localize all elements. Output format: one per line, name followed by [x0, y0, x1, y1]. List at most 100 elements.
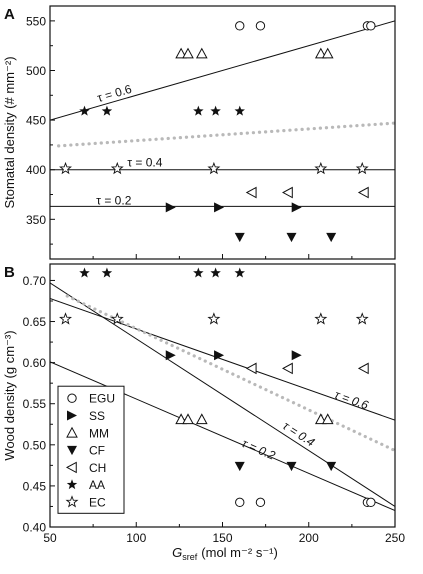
marker-ch [281, 362, 293, 375]
marker-cf [326, 232, 337, 243]
average-trend-line [57, 121, 395, 148]
legend: EGU SS MM CF CH AA EC [57, 385, 125, 514]
marker-ec [207, 161, 221, 175]
marker-ec [59, 312, 72, 325]
marker-ch [357, 186, 369, 199]
legend-marker-aa [66, 479, 78, 490]
marker-ss [291, 202, 302, 213]
marker-ec [59, 161, 72, 175]
y-tick-label: 400 [26, 163, 46, 177]
y-tick-label: 450 [26, 114, 46, 128]
marker-egu [366, 497, 376, 508]
legend-label-egu: EGU [89, 392, 115, 406]
marker-mm [175, 47, 187, 59]
y-axis-label: Stomatal density (# mm⁻²) [2, 56, 17, 208]
marker-aa [79, 267, 90, 278]
x-tick-label: 150 [212, 531, 232, 545]
marker-mm [182, 47, 194, 59]
legend-box [57, 385, 125, 514]
panel-letter: B [4, 264, 15, 281]
marker-ch [281, 186, 293, 199]
legend-marker-egu [67, 393, 77, 403]
marker-ec [314, 312, 328, 325]
marker-aa [234, 267, 245, 278]
y-tick-label: 0.50 [23, 438, 47, 452]
marker-mm [195, 413, 208, 425]
x-tick-label: 50 [43, 531, 57, 545]
marker-cf [234, 232, 245, 243]
legend-marker-cf [67, 445, 77, 456]
panel-letter: A [4, 6, 15, 23]
marker-mm [195, 47, 208, 59]
marker-ss [214, 202, 225, 213]
x-axis-label-symbol: G [172, 545, 182, 560]
fit-line-label: τ = 0.2 [240, 436, 278, 463]
marker-ss [165, 350, 176, 361]
marker-aa [101, 105, 113, 116]
plot-frame [49, 5, 396, 260]
fit-line-label: τ = 0.6 [333, 388, 371, 413]
x-axis-label-subscript: sref [182, 552, 198, 562]
marker-ec [355, 312, 369, 325]
legend-marker-mm [66, 426, 78, 438]
marker-cf [286, 232, 297, 243]
y-tick-label: 550 [26, 14, 46, 28]
marker-cf [326, 461, 337, 472]
legend-label-cf: CF [89, 444, 105, 458]
marker-aa [193, 267, 204, 278]
marker-aa [101, 267, 113, 278]
marker-mm [314, 413, 327, 425]
y-tick-label: 500 [26, 64, 46, 78]
marker-egu [255, 21, 266, 31]
marker-ss [291, 350, 302, 361]
quantile-fit-line [50, 20, 395, 121]
marker-egu [255, 497, 266, 508]
marker-aa [193, 105, 204, 116]
quantile-fit-line [50, 298, 395, 421]
fit-line-label: τ = 0.4 [127, 156, 162, 170]
marker-ec [355, 161, 369, 175]
y-tick-label: 0.40 [23, 521, 47, 535]
legend-label-ch: CH [89, 461, 106, 475]
marker-ch [245, 362, 257, 375]
x-axis-label-unit: (mol m⁻² s⁻¹) [201, 545, 278, 560]
x-tick-label: 200 [299, 531, 319, 545]
marker-aa [210, 267, 221, 278]
marker-ec [110, 161, 124, 175]
legend-marker-ch [65, 461, 77, 474]
marker-ec [110, 312, 124, 325]
marker-mm [321, 413, 334, 425]
marker-aa [210, 105, 221, 116]
marker-ss [165, 202, 176, 213]
legend-label-mm: MM [89, 426, 109, 440]
legend-label-ss: SS [89, 409, 105, 423]
y-axis-label: Wood density (g cm⁻³) [2, 330, 17, 460]
fit-lines [50, 20, 395, 207]
x-tick-label: 100 [126, 531, 146, 545]
fit-lines [50, 282, 395, 512]
fit-line-label: τ = 0.4 [280, 419, 317, 450]
marker-cf [234, 461, 245, 472]
panel-b: τ = 0.6 τ = 0.4τ = 0.2 50 100 150 200 250 0.40 0… [2, 263, 405, 545]
y-tick-label: 0.45 [23, 479, 47, 493]
legend-label-ec: EC [89, 496, 106, 510]
y-tick-label: 0.70 [23, 274, 47, 288]
average-trend-line [65, 294, 395, 453]
marker-egu [235, 21, 245, 31]
marker-mm [314, 47, 327, 59]
y-tick-label: 0.65 [23, 315, 47, 329]
y-tick-label: 0.55 [23, 397, 47, 411]
legend-marker-ss [67, 410, 77, 421]
marker-ch [245, 186, 257, 199]
marker-aa [79, 105, 90, 116]
marker-ec [314, 161, 328, 175]
fit-line-label: τ = 0.2 [96, 193, 131, 207]
x-axis-label: Gsref (mol m⁻² s⁻¹) [172, 545, 278, 562]
legend-label-aa: AA [89, 478, 105, 492]
x-tick-label: 250 [385, 531, 405, 545]
marker-aa [234, 105, 245, 116]
marker-mm [182, 413, 194, 425]
marker-ec [207, 312, 221, 325]
